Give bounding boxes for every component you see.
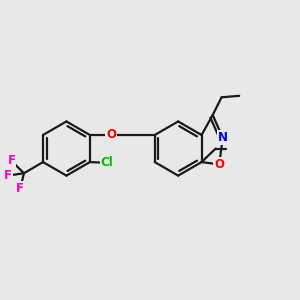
Text: N: N (218, 131, 228, 144)
Text: Cl: Cl (100, 156, 113, 169)
Text: F: F (8, 154, 16, 167)
Text: F: F (4, 169, 12, 182)
Text: O: O (106, 128, 116, 142)
Text: F: F (16, 182, 24, 195)
Text: O: O (214, 158, 224, 171)
